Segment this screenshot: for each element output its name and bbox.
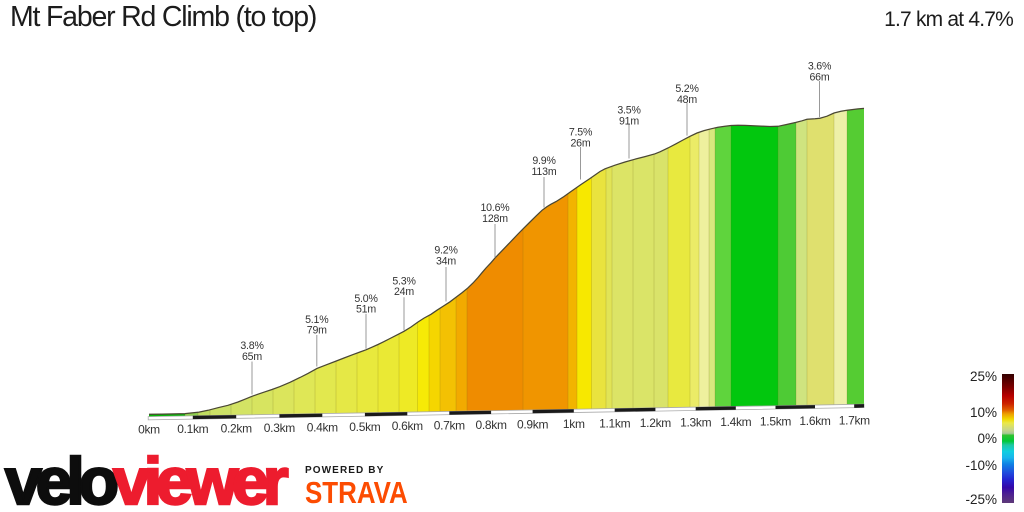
svg-text:10.6%: 10.6% — [480, 202, 510, 214]
svg-text:3.6%: 3.6% — [808, 61, 832, 73]
svg-text:1.1km: 1.1km — [599, 417, 630, 431]
svg-text:3.5%: 3.5% — [617, 105, 641, 117]
svg-text:0.9km: 0.9km — [517, 418, 548, 432]
svg-text:113m: 113m — [532, 166, 557, 178]
svg-text:1.5km: 1.5km — [760, 415, 791, 429]
svg-text:0km: 0km — [138, 423, 160, 437]
svg-text:5.0%: 5.0% — [354, 293, 378, 305]
svg-text:48m: 48m — [677, 94, 697, 106]
svg-text:0.1km: 0.1km — [177, 422, 208, 436]
svg-text:0.2km: 0.2km — [221, 421, 252, 435]
svg-text:128m: 128m — [482, 213, 508, 225]
svg-text:79m: 79m — [307, 325, 327, 337]
svg-text:65m: 65m — [242, 351, 262, 363]
svg-text:51m: 51m — [356, 304, 376, 316]
svg-text:1.6km: 1.6km — [799, 414, 830, 428]
svg-text:5.3%: 5.3% — [392, 275, 416, 287]
svg-text:24m: 24m — [394, 286, 414, 298]
svg-text:1.4km: 1.4km — [720, 415, 751, 429]
svg-text:5.1%: 5.1% — [305, 314, 329, 326]
svg-text:9.9%: 9.9% — [532, 155, 556, 167]
svg-text:34m: 34m — [436, 255, 456, 267]
svg-text:1km: 1km — [563, 417, 585, 431]
svg-text:7.5%: 7.5% — [569, 127, 593, 139]
svg-text:0.7km: 0.7km — [434, 419, 465, 433]
svg-text:0.3km: 0.3km — [264, 421, 295, 435]
svg-text:26m: 26m — [570, 137, 590, 149]
svg-text:0.8km: 0.8km — [476, 418, 507, 432]
svg-text:0.6km: 0.6km — [392, 419, 423, 433]
svg-text:9.2%: 9.2% — [434, 245, 458, 257]
svg-text:0.4km: 0.4km — [307, 420, 338, 434]
svg-text:91m: 91m — [619, 115, 639, 127]
svg-text:66m: 66m — [809, 71, 829, 83]
svg-text:0.5km: 0.5km — [349, 420, 380, 434]
svg-text:1.3km: 1.3km — [680, 416, 711, 430]
svg-text:3.8%: 3.8% — [240, 340, 264, 352]
svg-text:5.2%: 5.2% — [675, 83, 699, 95]
svg-text:1.7km: 1.7km — [839, 414, 870, 428]
svg-text:1.2km: 1.2km — [640, 416, 671, 430]
